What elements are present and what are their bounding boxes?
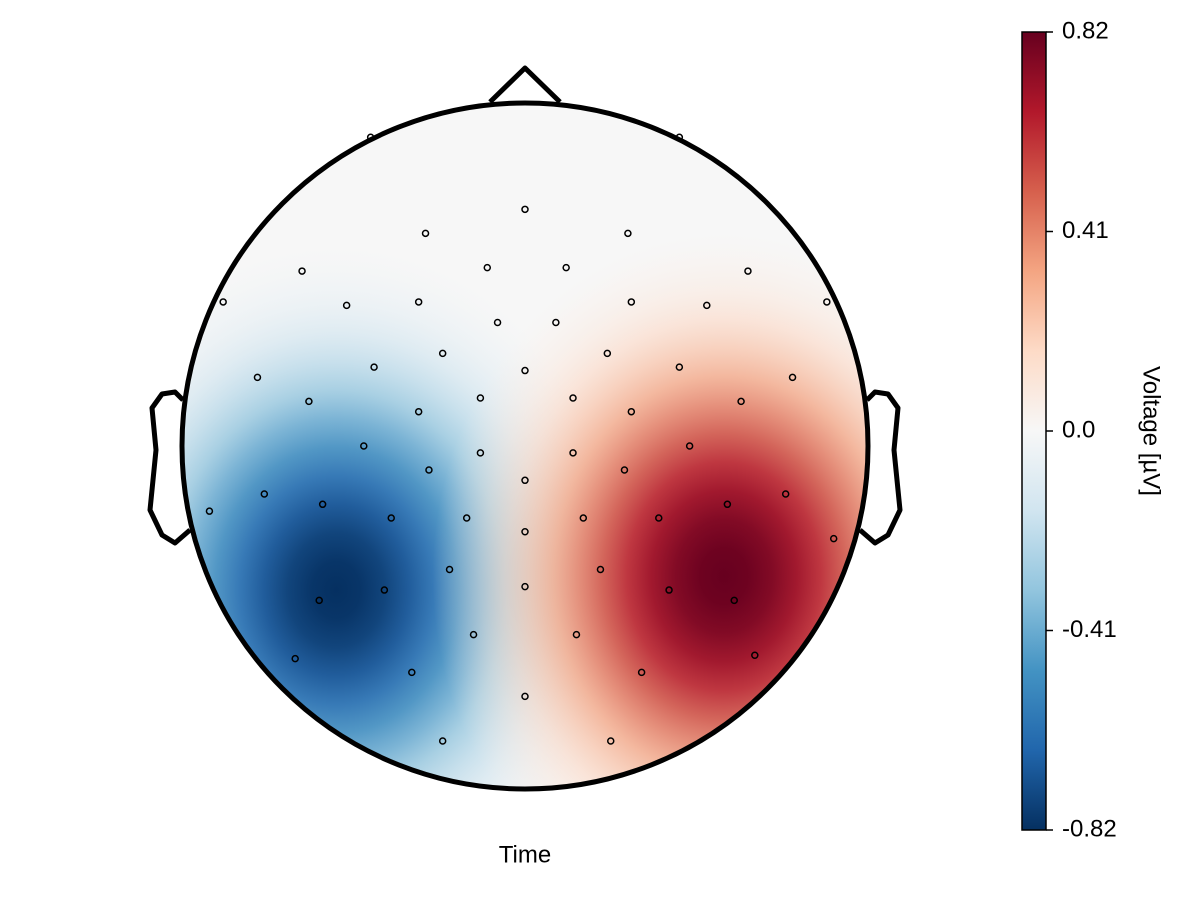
- electrode: [414, 407, 423, 416]
- electrode: [462, 514, 471, 522]
- electrode: [675, 133, 684, 142]
- electrode: [342, 301, 351, 310]
- electrode: [438, 349, 447, 358]
- electrode: [579, 514, 588, 522]
- colorbar: [1021, 31, 1047, 831]
- electrode: [387, 514, 395, 522]
- chart-title: Time: [499, 841, 551, 868]
- electrode: [703, 301, 711, 310]
- electrode: [552, 318, 560, 327]
- electrode: [414, 298, 423, 306]
- electrode: [483, 263, 492, 272]
- electrode: [438, 737, 447, 745]
- electrode: [569, 394, 577, 402]
- electrode: [737, 397, 745, 406]
- electrode: [315, 596, 323, 605]
- electrode: [476, 449, 485, 457]
- colorbar-tick-label: 0.82: [1062, 17, 1109, 44]
- electrode: [521, 528, 529, 536]
- field-peak: [432, 233, 868, 789]
- electrode: [219, 298, 227, 306]
- left-ear: [147, 389, 192, 546]
- electrode: [205, 507, 214, 515]
- electrode: [781, 490, 790, 498]
- electrode: [305, 397, 313, 406]
- electrode: [408, 668, 416, 677]
- electrode: [521, 205, 529, 214]
- electrode: [685, 442, 694, 450]
- electrode: [421, 229, 430, 238]
- colorbar-tick-label: 0.41: [1062, 217, 1109, 244]
- electrode: [624, 229, 632, 238]
- nose: [488, 65, 562, 104]
- electrode: [366, 133, 375, 142]
- electrode: [521, 476, 529, 485]
- electrode: [469, 630, 478, 639]
- electrode: [260, 490, 269, 498]
- electrode: [829, 534, 838, 543]
- electrode: [360, 442, 368, 450]
- electrode: [562, 263, 570, 272]
- electrode: [751, 651, 759, 659]
- electrode: [637, 668, 646, 677]
- electrode: [445, 565, 454, 574]
- electrode: [596, 565, 605, 574]
- electrode: [476, 394, 485, 402]
- electrode: [493, 318, 502, 327]
- colorbar-tick-label: 0.0: [1062, 416, 1095, 443]
- electrode: [521, 366, 529, 375]
- electrode: [572, 630, 581, 639]
- electrode: [744, 267, 752, 275]
- electrode: [380, 586, 389, 594]
- electrode: [655, 514, 663, 522]
- electrode: [569, 449, 577, 457]
- electrode: [291, 654, 299, 663]
- electrode: [730, 596, 738, 605]
- electrode: [603, 349, 612, 358]
- electrode: [723, 500, 732, 509]
- colorbar-tick-label: -0.82: [1062, 815, 1117, 842]
- electrode: [675, 363, 684, 371]
- colorbar-label: Voltage [µV]: [1138, 366, 1165, 496]
- electrode: [253, 373, 262, 382]
- electrode: [298, 267, 306, 275]
- electrode: [627, 407, 636, 416]
- electrode: [521, 582, 529, 591]
- electrode: [521, 692, 529, 701]
- electrode: [823, 298, 831, 306]
- electrode: [425, 466, 433, 474]
- field: [182, 103, 868, 789]
- right-ear: [858, 389, 903, 546]
- electrode: [620, 466, 629, 474]
- head-outline: [147, 65, 903, 792]
- electrode: [607, 737, 615, 745]
- colorbar-tick-label: -0.41: [1062, 616, 1117, 643]
- electrode: [627, 298, 636, 306]
- electrode: [665, 586, 673, 594]
- electrodes: [205, 133, 838, 745]
- head: [179, 100, 871, 792]
- electrode: [788, 373, 797, 382]
- electrode: [370, 363, 378, 371]
- electrode: [318, 500, 327, 509]
